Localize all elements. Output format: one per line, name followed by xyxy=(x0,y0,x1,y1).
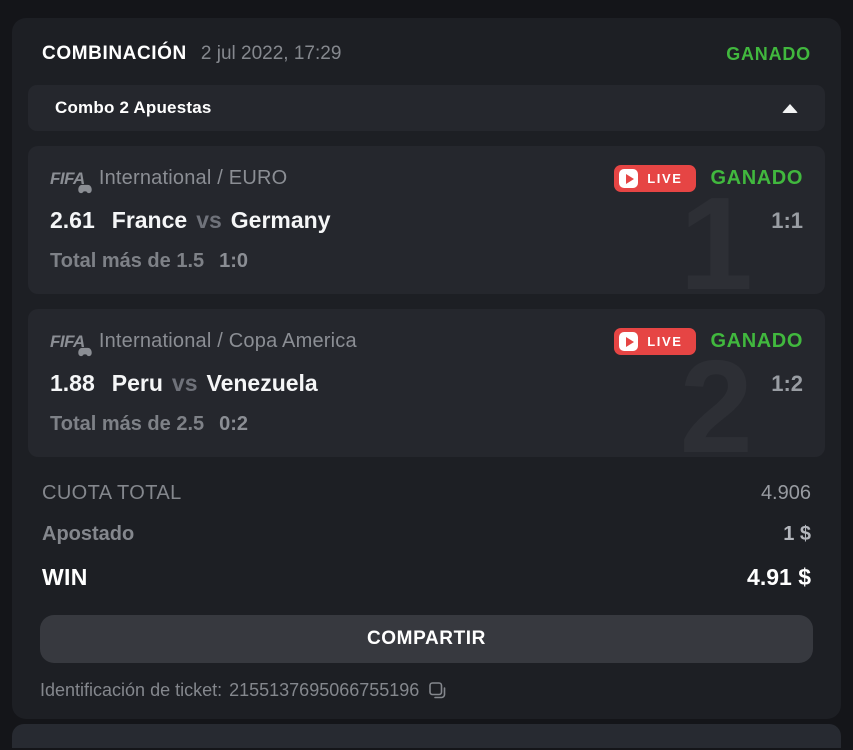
ticket-id-value: 2155137695066755196 xyxy=(229,680,420,700)
chevron-up-icon[interactable] xyxy=(782,103,798,113)
bet-index-watermark: 2 xyxy=(679,333,753,458)
bet-market-result: 0:2 xyxy=(219,413,249,435)
gamepad-icon xyxy=(78,184,92,193)
bet-ticket-card: COMBINACIÓN 2 jul 2022, 17:29 GANADO Com… xyxy=(12,18,841,719)
bet-market-result: 1:0 xyxy=(219,250,249,272)
home-team: France xyxy=(111,207,188,233)
play-icon xyxy=(619,169,639,188)
live-badge[interactable]: LIVE xyxy=(614,165,696,192)
play-icon xyxy=(619,332,639,351)
ticket-type-title: COMBINACIÓN xyxy=(42,43,187,64)
bet-status-badge: GANADO xyxy=(710,330,803,352)
bet-odds: 2.61 xyxy=(50,207,95,233)
total-odds-label: CUOTA TOTAL xyxy=(42,482,182,504)
bet-card-2: 2 FIFA International / Copa America LIVE… xyxy=(28,309,825,457)
live-badge[interactable]: LIVE xyxy=(614,328,696,355)
bet-league: International / Copa America xyxy=(98,330,357,352)
total-odds-value: 4.906 xyxy=(760,482,811,504)
win-label: WIN xyxy=(42,564,88,590)
combo-collapse-bar[interactable]: Combo 2 Apuestas xyxy=(28,85,825,131)
fifa-esports-logo: FIFA xyxy=(50,169,92,193)
bet-index-watermark: 1 xyxy=(679,170,753,295)
vs-label: vs xyxy=(196,207,222,233)
ticket-id-label: Identificación de ticket: xyxy=(40,680,223,700)
away-team: Venezuela xyxy=(206,370,318,396)
bet-market: Total más de 1.5 xyxy=(50,250,205,272)
vs-label: vs xyxy=(171,370,198,396)
gamepad-icon xyxy=(78,347,92,356)
bet-status-badge: GANADO xyxy=(710,167,803,189)
ticket-status-badge: GANADO xyxy=(726,43,811,64)
share-button[interactable]: COMPARTIR xyxy=(40,615,813,663)
copy-icon[interactable] xyxy=(428,681,447,700)
fifa-esports-logo: FIFA xyxy=(50,332,92,356)
bet-market: Total más de 2.5 xyxy=(50,413,205,435)
away-team: Germany xyxy=(230,207,331,233)
home-team: Peru xyxy=(111,370,163,396)
match-score: 1:2 xyxy=(771,371,803,396)
ticket-header: COMBINACIÓN 2 jul 2022, 17:29 GANADO xyxy=(12,18,841,85)
combo-label: Combo 2 Apuestas xyxy=(55,98,212,117)
stake-label: Apostado xyxy=(42,523,135,545)
ticket-datetime: 2 jul 2022, 17:29 xyxy=(200,43,342,64)
match-score: 1:1 xyxy=(771,208,803,233)
win-value: 4.91 $ xyxy=(747,564,811,590)
stake-value: 1 $ xyxy=(783,523,811,545)
ticket-id-row: Identificación de ticket: 21551376950667… xyxy=(40,680,813,701)
totals-section: CUOTA TOTAL 4.906 Apostado 1 $ WIN 4.91 … xyxy=(12,457,841,591)
next-ticket-peek xyxy=(12,724,841,748)
bet-league: International / EURO xyxy=(98,167,288,189)
bet-card-1: 1 FIFA International / EURO LIVE GANADO … xyxy=(28,146,825,294)
bet-odds: 1.88 xyxy=(50,370,95,396)
